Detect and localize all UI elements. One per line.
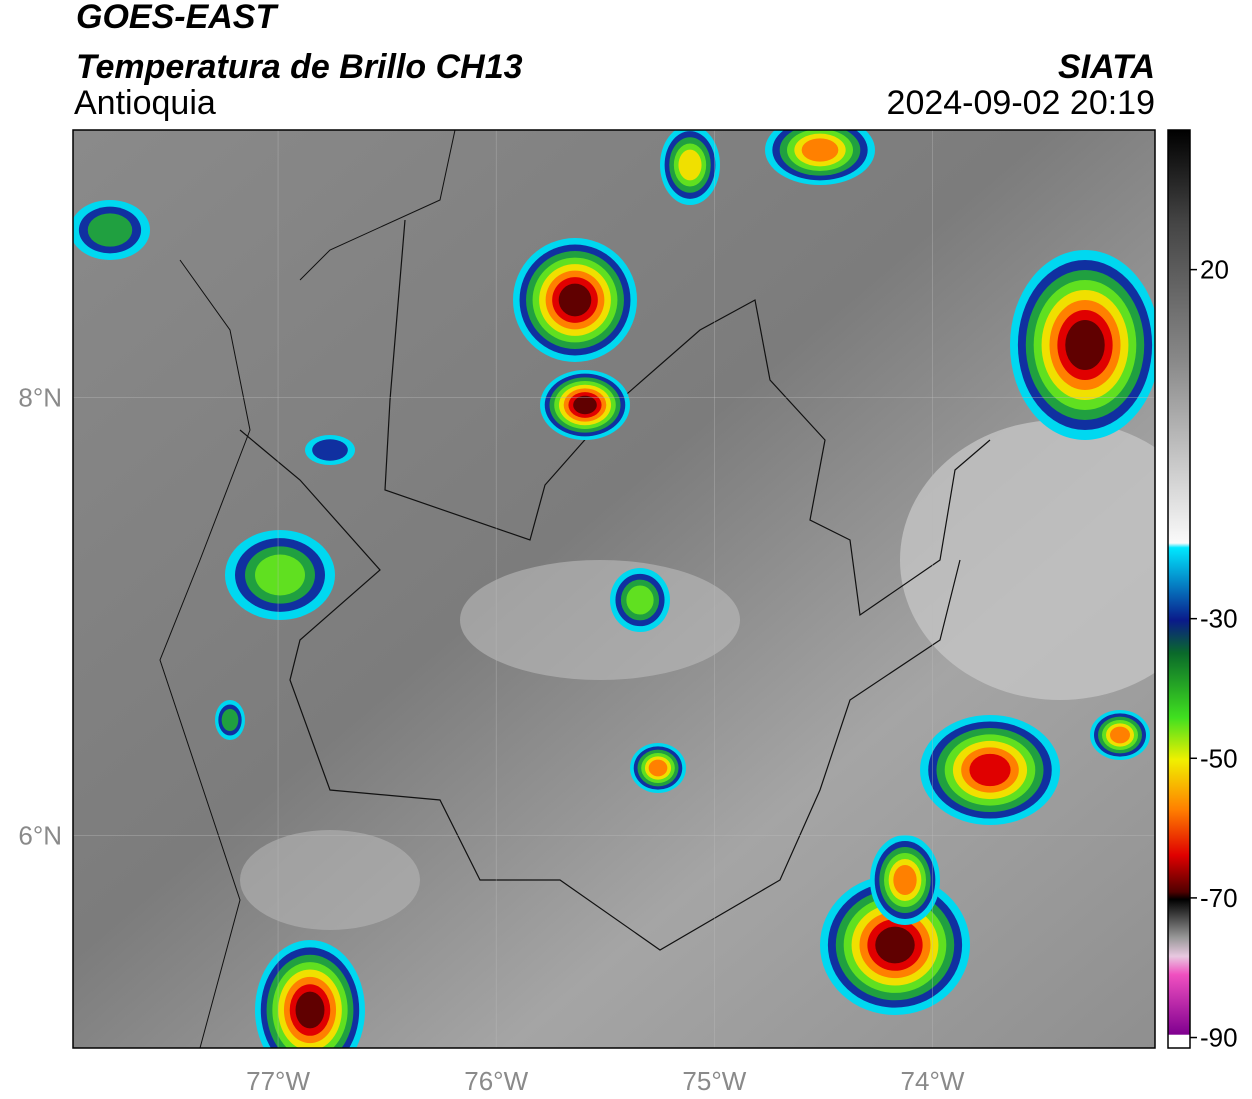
storm-cell <box>87 213 133 247</box>
colorbar-tick-label: 20 <box>1200 255 1229 285</box>
colorbar-tick-label: -30 <box>1200 604 1238 634</box>
storm-cell <box>893 865 917 895</box>
lat-tick-label: 6°N <box>18 820 62 850</box>
lon-tick-label: 77°W <box>246 1066 310 1096</box>
coastline <box>159 259 251 1048</box>
lon-tick-label: 76°W <box>464 1066 528 1096</box>
region: Antioquia <box>74 84 216 122</box>
cloud <box>460 560 740 680</box>
storm-cell <box>312 439 348 461</box>
storm-cell <box>648 759 668 777</box>
storm-cell <box>678 149 702 181</box>
storm-cell <box>295 991 325 1029</box>
colorbar-tick-label: -50 <box>1200 743 1238 773</box>
storm-cell <box>1065 320 1105 370</box>
datetime: 2024-09-02 20:19 <box>887 84 1155 122</box>
source: SIATA <box>1058 48 1155 86</box>
storm-cell <box>626 585 654 615</box>
map <box>73 130 1155 1048</box>
storm-cell <box>969 753 1011 787</box>
subtitle: Temperatura de Brillo CH13 <box>76 48 523 86</box>
coastline <box>299 130 456 281</box>
lat-tick-label: 8°N <box>18 382 62 412</box>
storms <box>73 130 1155 1048</box>
colorbar <box>1167 129 1191 1049</box>
colorbar-tick-label: -90 <box>1200 1023 1238 1053</box>
border <box>239 429 961 951</box>
axes: 77°W 76°W 75°W 74°W 8°N 6°N 20 -30 -50 -70 -90 <box>18 255 1237 1096</box>
storm-cell <box>221 708 239 732</box>
colorbar-tick-label: -70 <box>1200 883 1238 913</box>
storm-cell <box>801 138 839 162</box>
storm-cell <box>875 926 915 964</box>
storm-cell <box>255 554 305 596</box>
storm-cell <box>573 395 597 415</box>
lon-tick-label: 74°W <box>901 1066 965 1096</box>
lon-tick-label: 75°W <box>682 1066 746 1096</box>
cloud <box>240 830 420 930</box>
cloud <box>900 420 1155 700</box>
storm-cell <box>558 283 592 317</box>
graticule <box>73 130 1155 1048</box>
border <box>384 219 991 617</box>
storm-cell <box>1110 726 1130 744</box>
map-frame <box>72 129 1156 1049</box>
title: GOES-EAST <box>76 0 279 36</box>
